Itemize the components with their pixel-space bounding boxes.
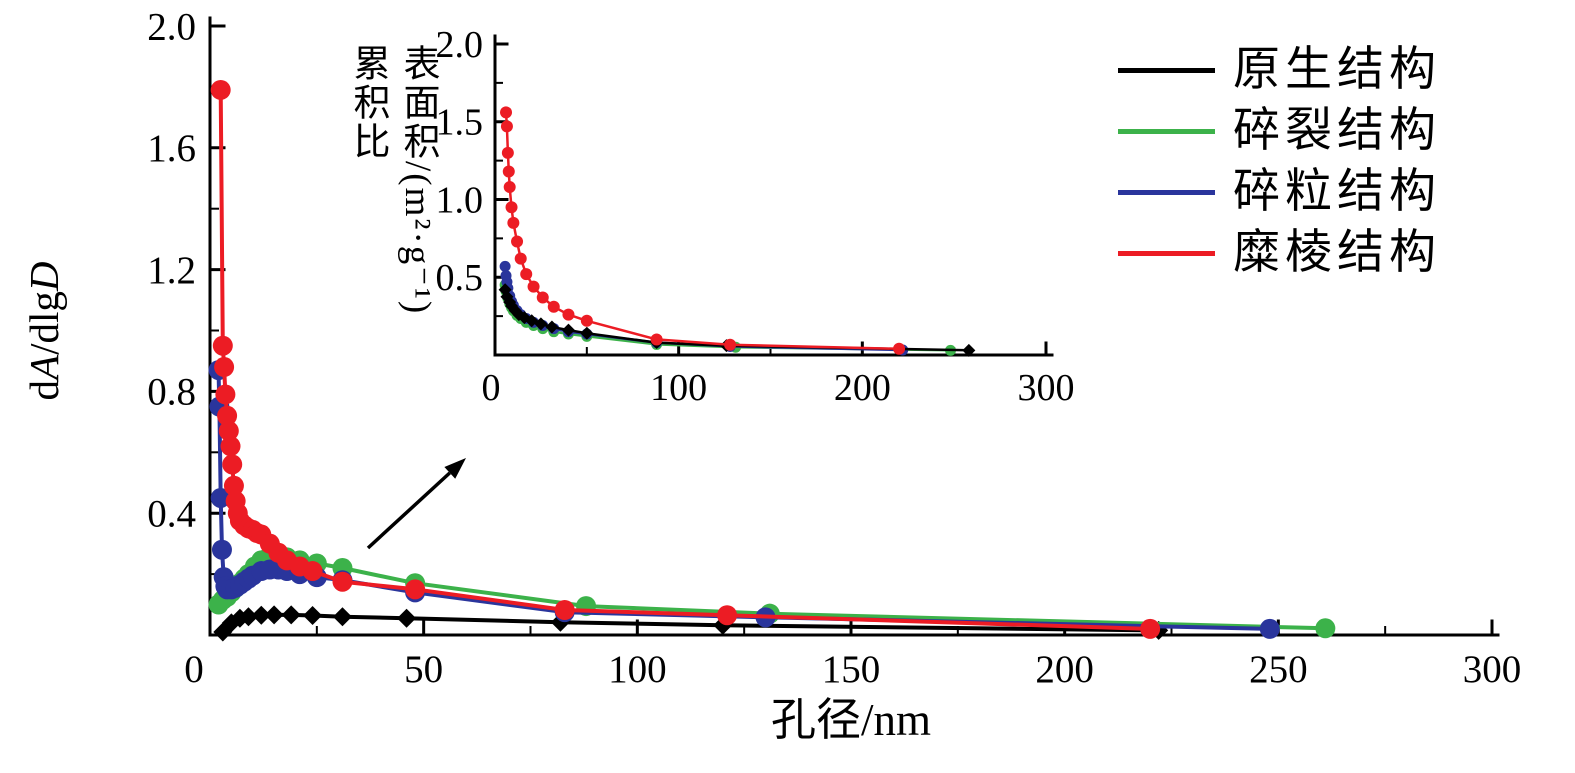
main-x-tick-label: 0: [184, 648, 204, 691]
inset-plot: 0 100 200 300 0.5 1.0 1.5 2.0: [436, 24, 1075, 409]
inset-pointer-arrow: [366, 458, 466, 550]
inset-marker-primary: [580, 326, 594, 340]
main-y-tick-label: 1.6: [147, 127, 196, 170]
inset-y-tick-label: 1.0: [436, 179, 484, 221]
main-marker-mylonitic: [220, 436, 241, 457]
main-x-tick-label: 250: [1249, 648, 1308, 691]
main-marker-mylonitic: [554, 600, 575, 621]
main-x-axis-label: 孔径/nm: [771, 695, 931, 745]
main-marker-primary: [397, 608, 417, 628]
inset-marker-mylonitic: [893, 342, 906, 355]
inset-marker-granular: [499, 260, 511, 272]
inset-marker-mylonitic: [547, 300, 560, 313]
inset-x-tick-label: 300: [1018, 367, 1075, 409]
inset-marker-mylonitic: [502, 165, 515, 178]
legend-line-swatch: [1118, 129, 1215, 134]
inset-marker-primary: [545, 320, 559, 334]
inset-marker-mylonitic: [562, 308, 575, 321]
inset-marker-mylonitic: [505, 201, 518, 214]
inset-series-line-primary: [503, 288, 971, 352]
legend-item-mylonitic: 糜棱结构: [1118, 223, 1441, 284]
main-series-line-granular: [216, 368, 1272, 631]
main-marker-mylonitic: [302, 561, 323, 582]
inset-y-tick-label: 2.0: [436, 24, 484, 66]
inset-marker-mylonitic: [650, 333, 663, 346]
inset-marker-mylonitic: [724, 338, 737, 351]
main-y-axis-label: dA/dlgD: [21, 262, 67, 401]
inset-marker-mylonitic: [500, 120, 513, 133]
main-marker-primary: [303, 606, 323, 626]
main-marker-fractured: [1315, 618, 1336, 639]
legend-line-swatch: [1118, 190, 1215, 195]
main-y-tick-label: 1.2: [147, 249, 196, 292]
main-marker-mylonitic: [215, 384, 236, 405]
main-marker-mylonitic: [717, 605, 738, 626]
arrow-shaft: [366, 471, 451, 550]
legend: 原生结构碎裂结构碎粒结构糜棱结构: [1118, 40, 1441, 284]
main-y-tick-label: 2.0: [147, 5, 196, 48]
inset-marker-mylonitic: [527, 280, 540, 293]
legend-item-fractured: 碎裂结构: [1118, 101, 1441, 162]
legend-label: 碎粒结构: [1233, 166, 1441, 218]
legend-label: 糜棱结构: [1233, 227, 1441, 279]
inset-marker-mylonitic: [511, 235, 524, 248]
inset-y-tick-label: 1.5: [436, 102, 484, 144]
main-marker-granular: [210, 487, 231, 508]
main-marker-granular: [211, 539, 232, 560]
main-x-tick-label: 300: [1463, 648, 1522, 691]
legend-line-swatch: [1118, 68, 1215, 73]
main-marker-mylonitic: [217, 405, 238, 426]
inset-y-tick-label: 0.5: [436, 257, 484, 299]
main-marker-primary: [332, 607, 352, 627]
main-y-tick-label: 0.4: [147, 492, 196, 535]
arrow-head: [444, 458, 466, 479]
inset-marker-mylonitic: [520, 268, 533, 281]
inset-marker-mylonitic: [500, 106, 513, 119]
main-x-tick-label: 200: [1035, 648, 1094, 691]
inset-marker-mylonitic: [507, 216, 520, 229]
inset-y-axis-label: 累积比 表面积/(m²·g⁻¹): [347, 44, 438, 316]
main-marker-mylonitic: [214, 357, 235, 378]
main-plot: 0 50 100 150 200 250 300 0.4 0.8 1.2 1.6 2.0 孔径/nm dA…: [21, 5, 1521, 745]
main-marker-mylonitic: [332, 571, 353, 592]
legend-line-swatch: [1118, 251, 1215, 256]
main-marker-mylonitic: [405, 579, 426, 600]
legend-item-primary: 原生结构: [1118, 40, 1441, 101]
main-marker-primary: [264, 605, 284, 625]
main-marker-primary: [251, 605, 271, 625]
inset-marker-primary: [962, 343, 976, 357]
inset-marker-mylonitic: [536, 291, 549, 304]
inset-x-tick-label: 0: [482, 367, 501, 409]
inset-x-tick-label: 100: [650, 367, 707, 409]
legend-item-granular: 碎粒结构: [1118, 162, 1441, 223]
main-marker-granular: [1259, 618, 1280, 639]
inset-marker-primary: [561, 323, 575, 337]
main-marker-mylonitic: [218, 420, 239, 441]
inset-marker-primary: [534, 317, 548, 331]
main-marker-mylonitic: [210, 79, 231, 100]
legend-label: 碎裂结构: [1233, 105, 1441, 157]
inset-marker-primary: [500, 290, 514, 304]
inset-x-tick-label: 200: [834, 367, 891, 409]
main-x-tick-label: 50: [404, 648, 443, 691]
inset-marker-mylonitic: [503, 181, 516, 194]
legend-label: 原生结构: [1233, 44, 1441, 96]
main-marker-primary: [238, 607, 258, 627]
inset-marker-mylonitic: [501, 146, 514, 159]
main-marker-mylonitic: [222, 454, 243, 475]
main-marker-mylonitic: [223, 475, 244, 496]
inset-marker-mylonitic: [514, 252, 527, 265]
main-marker-primary: [281, 605, 301, 625]
inset-marker-mylonitic: [580, 314, 593, 327]
main-x-tick-label: 100: [608, 648, 667, 691]
main-y-tick-label: 0.8: [147, 371, 196, 414]
main-marker-mylonitic: [212, 335, 233, 356]
main-marker-mylonitic: [1140, 618, 1161, 639]
inset-marker-primary: [505, 299, 519, 313]
main-x-tick-label: 150: [822, 648, 881, 691]
